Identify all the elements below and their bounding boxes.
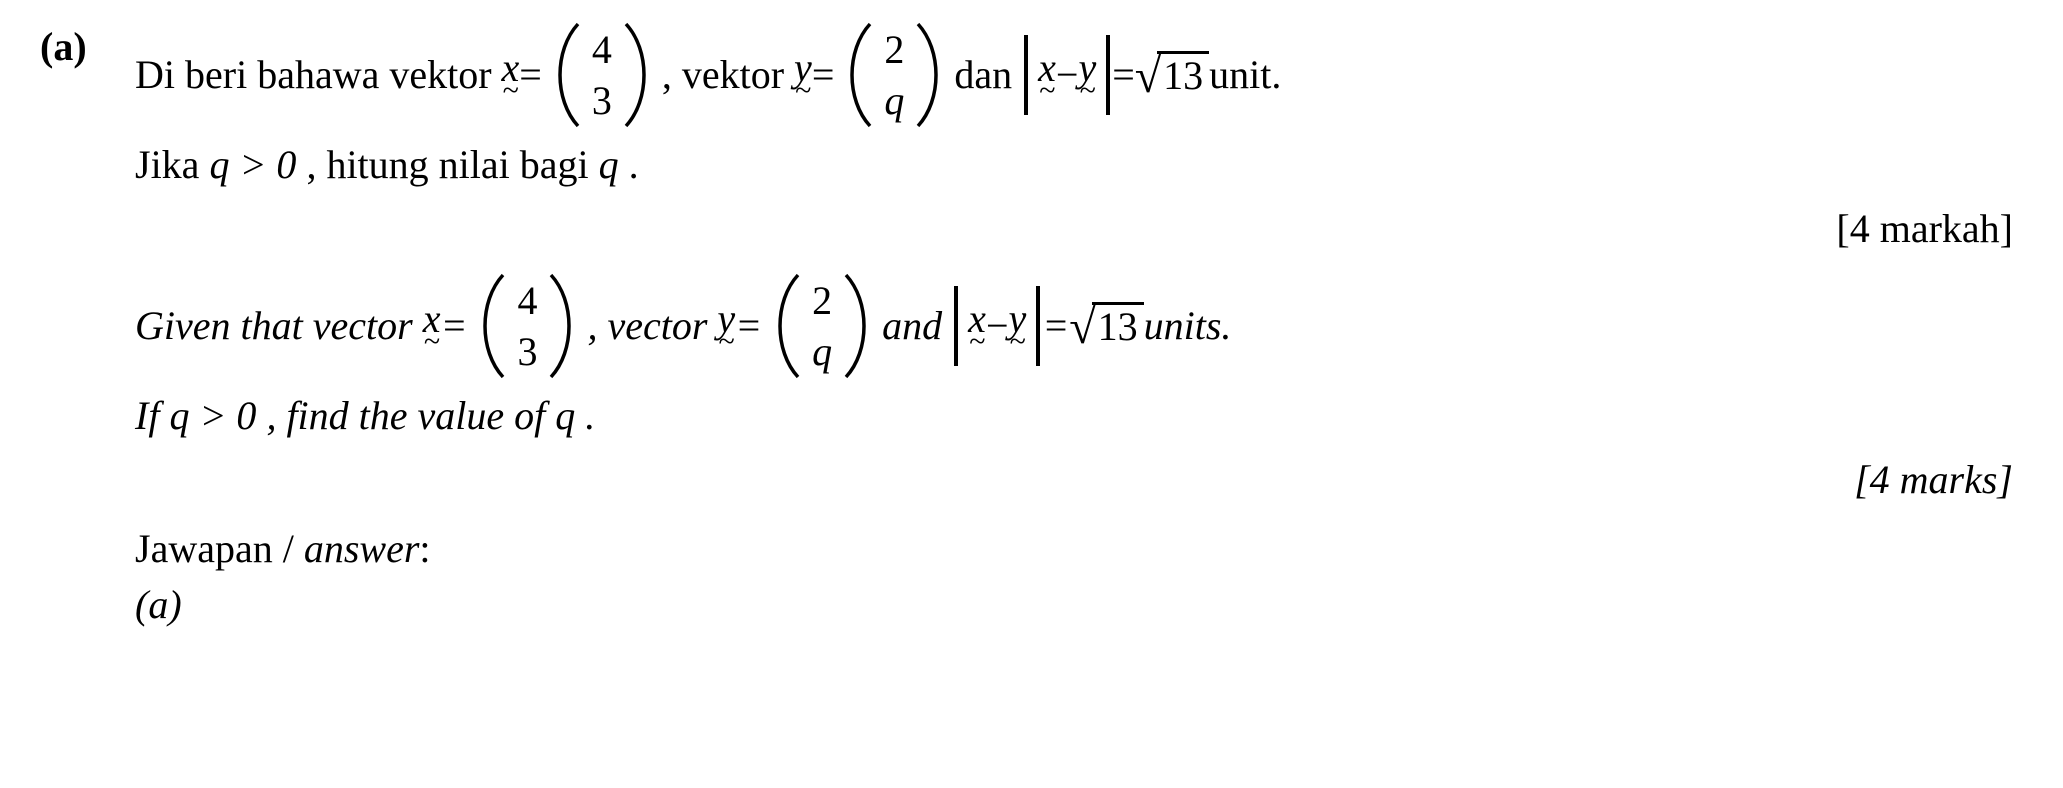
text: , vektor (662, 48, 784, 102)
part-label: (a) (40, 20, 135, 74)
inequality: q > 0 (209, 142, 296, 187)
minus: − (1056, 48, 1079, 102)
vec-entry: q (884, 81, 904, 121)
text: dan (954, 48, 1012, 102)
text: Jika (135, 142, 209, 187)
text: and (882, 299, 942, 353)
vec-entry: 4 (517, 281, 537, 321)
var-x: x (968, 299, 986, 353)
right-paren-icon (543, 271, 583, 381)
malay-line-1: Di beri bahawa vektor x = 4 3 (135, 20, 2023, 130)
radicand: 13 (1157, 51, 1209, 98)
var-y: y (717, 299, 735, 353)
abs-expr: x − y (1024, 35, 1110, 115)
equals: = (1042, 299, 1069, 353)
text: . (585, 393, 595, 438)
var-q: q (555, 393, 575, 438)
equals: = (440, 299, 467, 353)
vec-entry: 2 (812, 281, 832, 321)
var-y: y (1009, 299, 1027, 353)
vec-entry: 3 (592, 81, 612, 121)
left-paren-icon (838, 20, 878, 130)
radicand: 13 (1092, 302, 1144, 349)
answer-label-en: answer (304, 526, 420, 571)
text: Given that vector (135, 299, 413, 353)
sqrt-13: √ 13 (1069, 302, 1143, 350)
text: , find the value of (266, 393, 555, 438)
var-q: q (599, 142, 619, 187)
english-line-2: If q > 0 , find the value of q . (135, 389, 2023, 443)
answer-subpart: (a) (135, 578, 2023, 632)
sqrt-13: √ 13 (1135, 51, 1209, 99)
var-y: y (1078, 48, 1096, 102)
var-x: x (423, 299, 441, 353)
minus: − (986, 299, 1009, 353)
answer-label-ms: Jawapan / (135, 526, 304, 571)
inequality: q > 0 (169, 393, 256, 438)
var-x: x (502, 48, 520, 102)
vector-y: 2 q (838, 20, 950, 130)
answer-label-line: Jawapan / answer: (135, 522, 2023, 576)
text: If (135, 393, 169, 438)
right-paren-icon (910, 20, 950, 130)
right-paren-icon (618, 20, 658, 130)
radical-icon: √ (1135, 53, 1161, 101)
left-paren-icon (766, 271, 806, 381)
var-x: x (1038, 48, 1056, 102)
marks-english: [4 marks] (135, 453, 2023, 507)
vec-entry: 2 (884, 30, 904, 70)
vec-entry: 4 (592, 30, 612, 70)
var-y: y (794, 48, 812, 102)
equals: = (519, 48, 542, 102)
marks-malay: [4 markah] (135, 202, 2023, 256)
text: , hitung nilai bagi (306, 142, 598, 187)
right-paren-icon (838, 271, 878, 381)
colon: : (419, 526, 430, 571)
text: . (629, 142, 639, 187)
equals: = (735, 299, 762, 353)
vec-entry: q (812, 332, 832, 372)
question-body: Di beri bahawa vektor x = 4 3 (135, 20, 2023, 632)
left-paren-icon (471, 271, 511, 381)
english-line-1: Given that vector x = 4 3 , ve (135, 271, 2023, 381)
vector-x: 4 3 (471, 271, 583, 381)
radical-icon: √ (1069, 304, 1095, 352)
text: unit. (1209, 48, 1281, 102)
text: units. (1144, 299, 1232, 353)
abs-expr: x − y (954, 286, 1040, 366)
vector-y: 2 q (766, 271, 878, 381)
equals: = (812, 48, 835, 102)
text: Di beri bahawa vektor (135, 48, 492, 102)
text: , vector (587, 299, 707, 353)
vec-entry: 3 (517, 332, 537, 372)
question-container: (a) Di beri bahawa vektor x = 4 3 (0, 0, 2063, 642)
malay-line-2: Jika q > 0 , hitung nilai bagi q . (135, 138, 2023, 192)
equals: = (1112, 48, 1135, 102)
vector-x: 4 3 (546, 20, 658, 130)
left-paren-icon (546, 20, 586, 130)
question-row: (a) Di beri bahawa vektor x = 4 3 (40, 20, 2023, 632)
